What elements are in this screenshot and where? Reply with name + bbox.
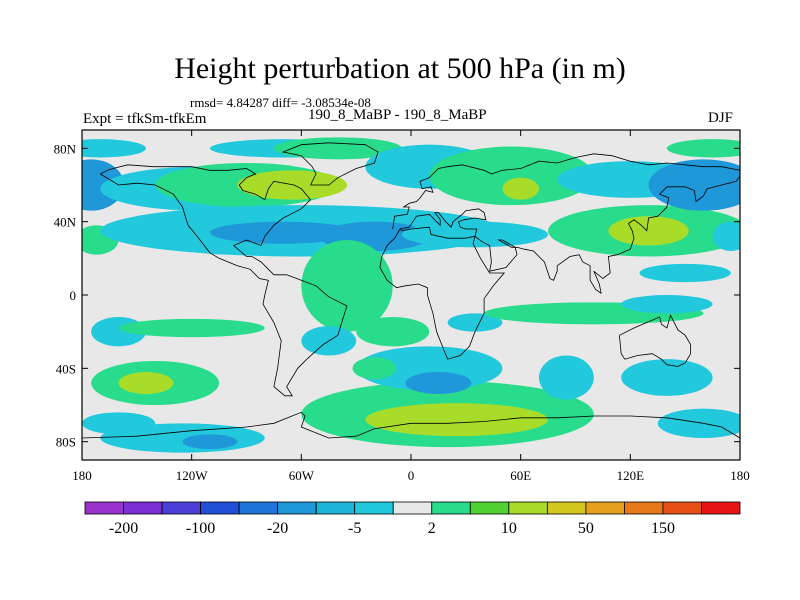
colorbar-label: 50 xyxy=(578,520,594,537)
colorbar-label: -5 xyxy=(348,520,361,537)
shaded-region xyxy=(209,221,357,244)
colorbar-swatch xyxy=(277,501,317,515)
case-label: 190_8_MaBP - 190_8_MaBP xyxy=(308,107,487,123)
colorbar-label: 10 xyxy=(501,520,517,537)
colorbar-swatch xyxy=(123,501,163,515)
coastline xyxy=(82,411,740,439)
x-tick-label: 120W xyxy=(176,468,209,483)
shaded-region xyxy=(401,221,549,248)
colorbar-swatch xyxy=(701,501,741,515)
experiment-label: Expt = tfkSm-tfkEm xyxy=(83,111,207,127)
colorbar-swatch xyxy=(431,501,471,515)
shaded-region xyxy=(712,221,740,251)
shaded-region xyxy=(648,159,740,211)
x-tick-label: 60W xyxy=(289,468,315,483)
shaded-region xyxy=(301,240,393,332)
shaded-region xyxy=(356,317,430,347)
x-tick-label: 120E xyxy=(617,468,645,483)
colorbar-swatch xyxy=(624,501,664,515)
y-tick-label: 80S xyxy=(56,435,76,450)
colorbar-swatch xyxy=(200,501,240,515)
shaded-region xyxy=(118,318,265,338)
coastline xyxy=(474,175,740,295)
coastline xyxy=(379,226,506,360)
colorbar-swatch xyxy=(662,501,702,515)
colorbar-label: 150 xyxy=(651,520,675,537)
coastline xyxy=(392,153,740,230)
plot-area xyxy=(82,130,740,460)
shaded-region xyxy=(273,137,402,160)
shaded-region xyxy=(352,357,397,380)
shaded-region xyxy=(118,372,174,394)
colorbar-label: -200 xyxy=(109,520,138,537)
coastline xyxy=(399,208,487,237)
shaded-region xyxy=(538,355,594,400)
stats-label: rmsd= 4.84287 diff= -3.08534e-08 xyxy=(190,95,371,110)
colorbar-label: -100 xyxy=(186,520,215,537)
shaded-region xyxy=(621,295,713,314)
colorbar-swatch xyxy=(508,501,548,515)
colorbar-label: -20 xyxy=(267,520,288,537)
colorbar-swatch xyxy=(585,501,625,515)
colorbar-swatch xyxy=(469,501,510,515)
x-tick-label: 60E xyxy=(510,468,531,483)
colorbar-swatch xyxy=(546,501,587,515)
shaded-region xyxy=(447,313,503,332)
shaded-region xyxy=(429,146,594,206)
colorbar-swatch xyxy=(161,501,201,515)
colorbar-swatch xyxy=(354,501,394,515)
coastline xyxy=(281,142,379,186)
x-tick-label: 0 xyxy=(408,468,415,483)
shaded-region xyxy=(639,263,731,283)
shaded-region xyxy=(657,408,740,438)
x-tick-label: 180 xyxy=(730,468,750,483)
y-tick-label: 40S xyxy=(56,361,76,376)
y-tick-label: 80N xyxy=(54,141,77,156)
shaded-region xyxy=(405,372,472,394)
axes: 180 120W 60W 0 60E 120E 180 80N 40N 0 40S 80S xyxy=(54,130,750,483)
x-tick-label: 180 xyxy=(72,468,92,483)
season-label: DJF xyxy=(708,110,734,126)
colorbar-swatch xyxy=(84,501,124,515)
colorbar: -200 -100 -20 -5 2 10 50 150 xyxy=(84,501,741,537)
shaded-region xyxy=(502,177,539,200)
y-tick-label: 0 xyxy=(70,288,77,303)
colorbar-label: 2 xyxy=(428,520,436,537)
shaded-region xyxy=(82,139,146,158)
shaded-region xyxy=(182,434,238,449)
coastline xyxy=(100,164,348,397)
shaded-region xyxy=(365,403,549,437)
shaded-region xyxy=(621,359,713,396)
y-tick-label: 40N xyxy=(54,215,77,230)
shaded-region xyxy=(666,139,740,158)
coastline xyxy=(619,314,691,367)
colorbar-swatch xyxy=(238,501,279,515)
page-title: Height perturbation at 500 hPa (in m) xyxy=(174,52,626,85)
colorbar-swatch xyxy=(392,501,433,515)
colorbar-swatch xyxy=(315,501,356,515)
